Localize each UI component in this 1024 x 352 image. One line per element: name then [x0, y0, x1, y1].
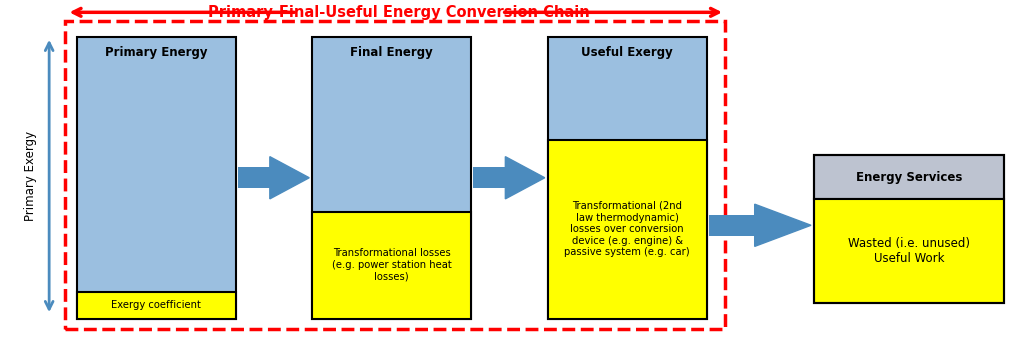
Text: Primary Energy: Primary Energy	[104, 46, 208, 59]
Text: Primary-Final-Useful Energy Conversion Chain: Primary-Final-Useful Energy Conversion C…	[209, 5, 590, 20]
Bar	[814, 199, 1004, 303]
Text: Exergy coefficient: Exergy coefficient	[112, 300, 201, 310]
Polygon shape	[270, 157, 309, 199]
Bar	[548, 37, 707, 319]
Polygon shape	[755, 204, 811, 246]
Text: Useful Exergy: Useful Exergy	[582, 46, 673, 59]
Bar	[238, 167, 270, 188]
Text: Energy Services: Energy Services	[856, 171, 962, 183]
Text: Wasted (i.e. unused)
Useful Work: Wasted (i.e. unused) Useful Work	[848, 237, 970, 265]
Bar	[77, 292, 236, 319]
Text: Transformational (2nd
law thermodynamic)
losses over conversion
device (e.g. eng: Transformational (2nd law thermodynamic)…	[564, 201, 690, 257]
Bar	[814, 155, 1004, 303]
Bar	[65, 21, 725, 329]
Text: Primary Exergy: Primary Exergy	[25, 131, 37, 221]
Polygon shape	[506, 157, 545, 199]
Bar	[77, 37, 236, 319]
Bar	[814, 155, 1004, 199]
Text: Transformational losses
(e.g. power station heat
losses): Transformational losses (e.g. power stat…	[332, 249, 452, 282]
Bar	[709, 215, 755, 236]
Text: Final Energy: Final Energy	[350, 46, 433, 59]
Bar	[312, 37, 471, 319]
Bar	[473, 167, 506, 188]
Bar	[312, 212, 471, 319]
Bar	[548, 140, 707, 319]
